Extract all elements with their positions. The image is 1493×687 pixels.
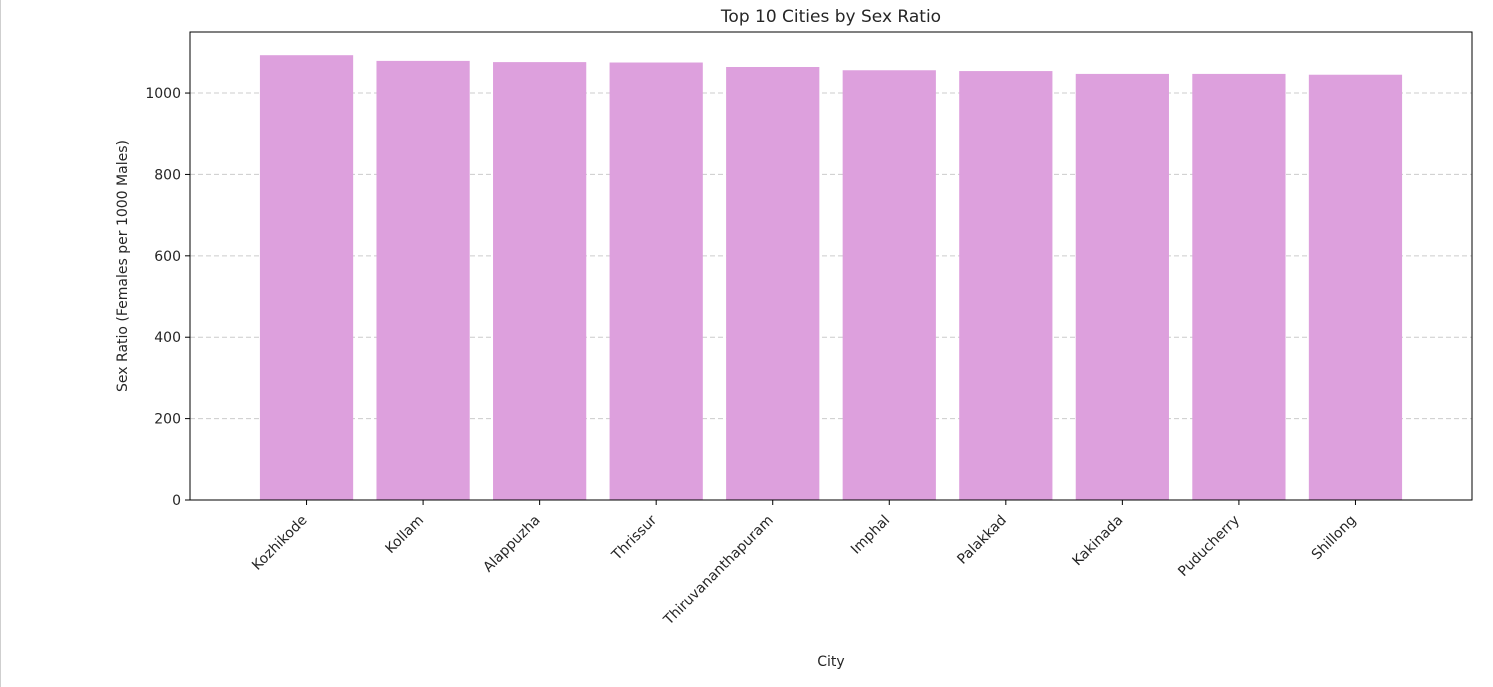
bar-kakinada [1075,73,1169,501]
y-tick-label: 600 [154,249,181,265]
x-tick-label: Kollam [383,512,428,557]
bar-kollam [376,60,470,500]
y-tick-label: 400 [154,330,181,346]
bar-thrissur [609,62,703,501]
x-tick-label: Kozhikode [249,512,310,573]
x-tick-label: Thrissur [608,512,660,564]
x-tick-label: Alappuzha [480,512,543,575]
left-border [0,0,1,687]
y-tick-label: 800 [154,167,181,183]
y-tick-label: 0 [172,493,181,509]
x-tick-label: Shillong [1309,512,1360,563]
y-tick-label: 200 [154,412,181,428]
x-tick-label: Imphal [848,512,893,557]
bar-puducherry [1192,73,1286,501]
bars [259,55,1403,501]
x-tick-label: Thiruvananthapuram [660,512,777,629]
x-tick-label: Kakinada [1069,512,1126,569]
bar-thiruvananthapuram [726,66,820,500]
x-tick-label: Puducherry [1175,512,1243,580]
plot-frame [189,31,1473,501]
bar-shillong [1308,74,1403,500]
chart-title: Top 10 Cities by Sex Ratio [720,7,941,27]
x-axis-label: City [817,654,844,670]
bar-alappuzha [493,62,587,501]
y-axis-label: Sex Ratio (Females per 1000 Males) [115,140,131,392]
bar-imphal [842,70,936,501]
x-tick-label: Palakkad [954,512,1009,567]
bar-kozhikode [259,55,354,500]
y-tick-label: 1000 [145,86,181,102]
bar-palakkad [959,71,1053,501]
